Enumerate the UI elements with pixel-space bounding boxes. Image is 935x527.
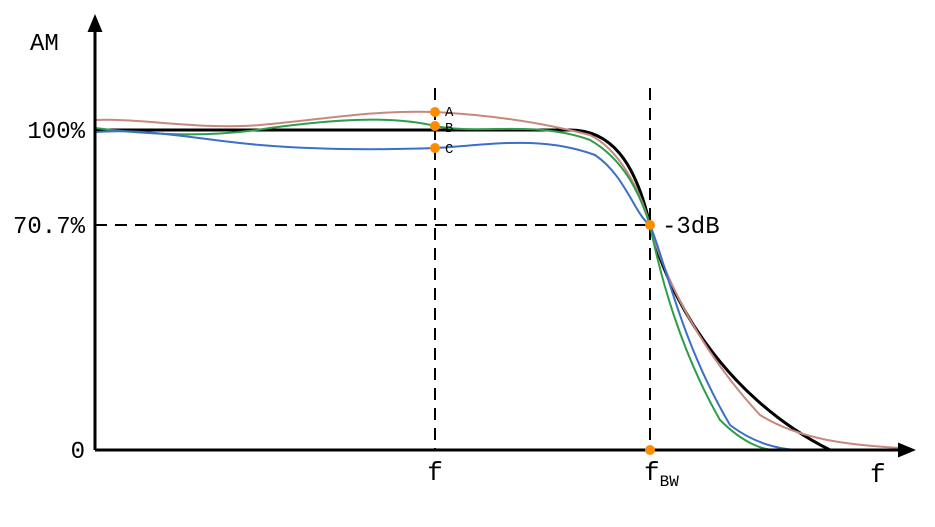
x-axis-label: f (870, 460, 886, 490)
marker-point (645, 220, 655, 230)
frequency-response-chart: AMf100%70.7%0ffBWABC-3dB (0, 0, 935, 527)
marker-label: A (445, 105, 454, 121)
y-tick-label: 100% (27, 119, 85, 146)
marker-point (430, 143, 440, 153)
marker-point (645, 445, 655, 455)
y-tick-label: 70.7% (13, 214, 86, 241)
x-tick-label: f (427, 458, 443, 488)
marker-label: -3dB (662, 214, 720, 241)
marker-label: B (445, 121, 453, 137)
y-tick-label: 0 (71, 439, 85, 466)
marker-point (430, 107, 440, 117)
y-axis-label: AM (30, 31, 59, 58)
marker-label: C (445, 142, 453, 158)
marker-point (430, 121, 440, 131)
